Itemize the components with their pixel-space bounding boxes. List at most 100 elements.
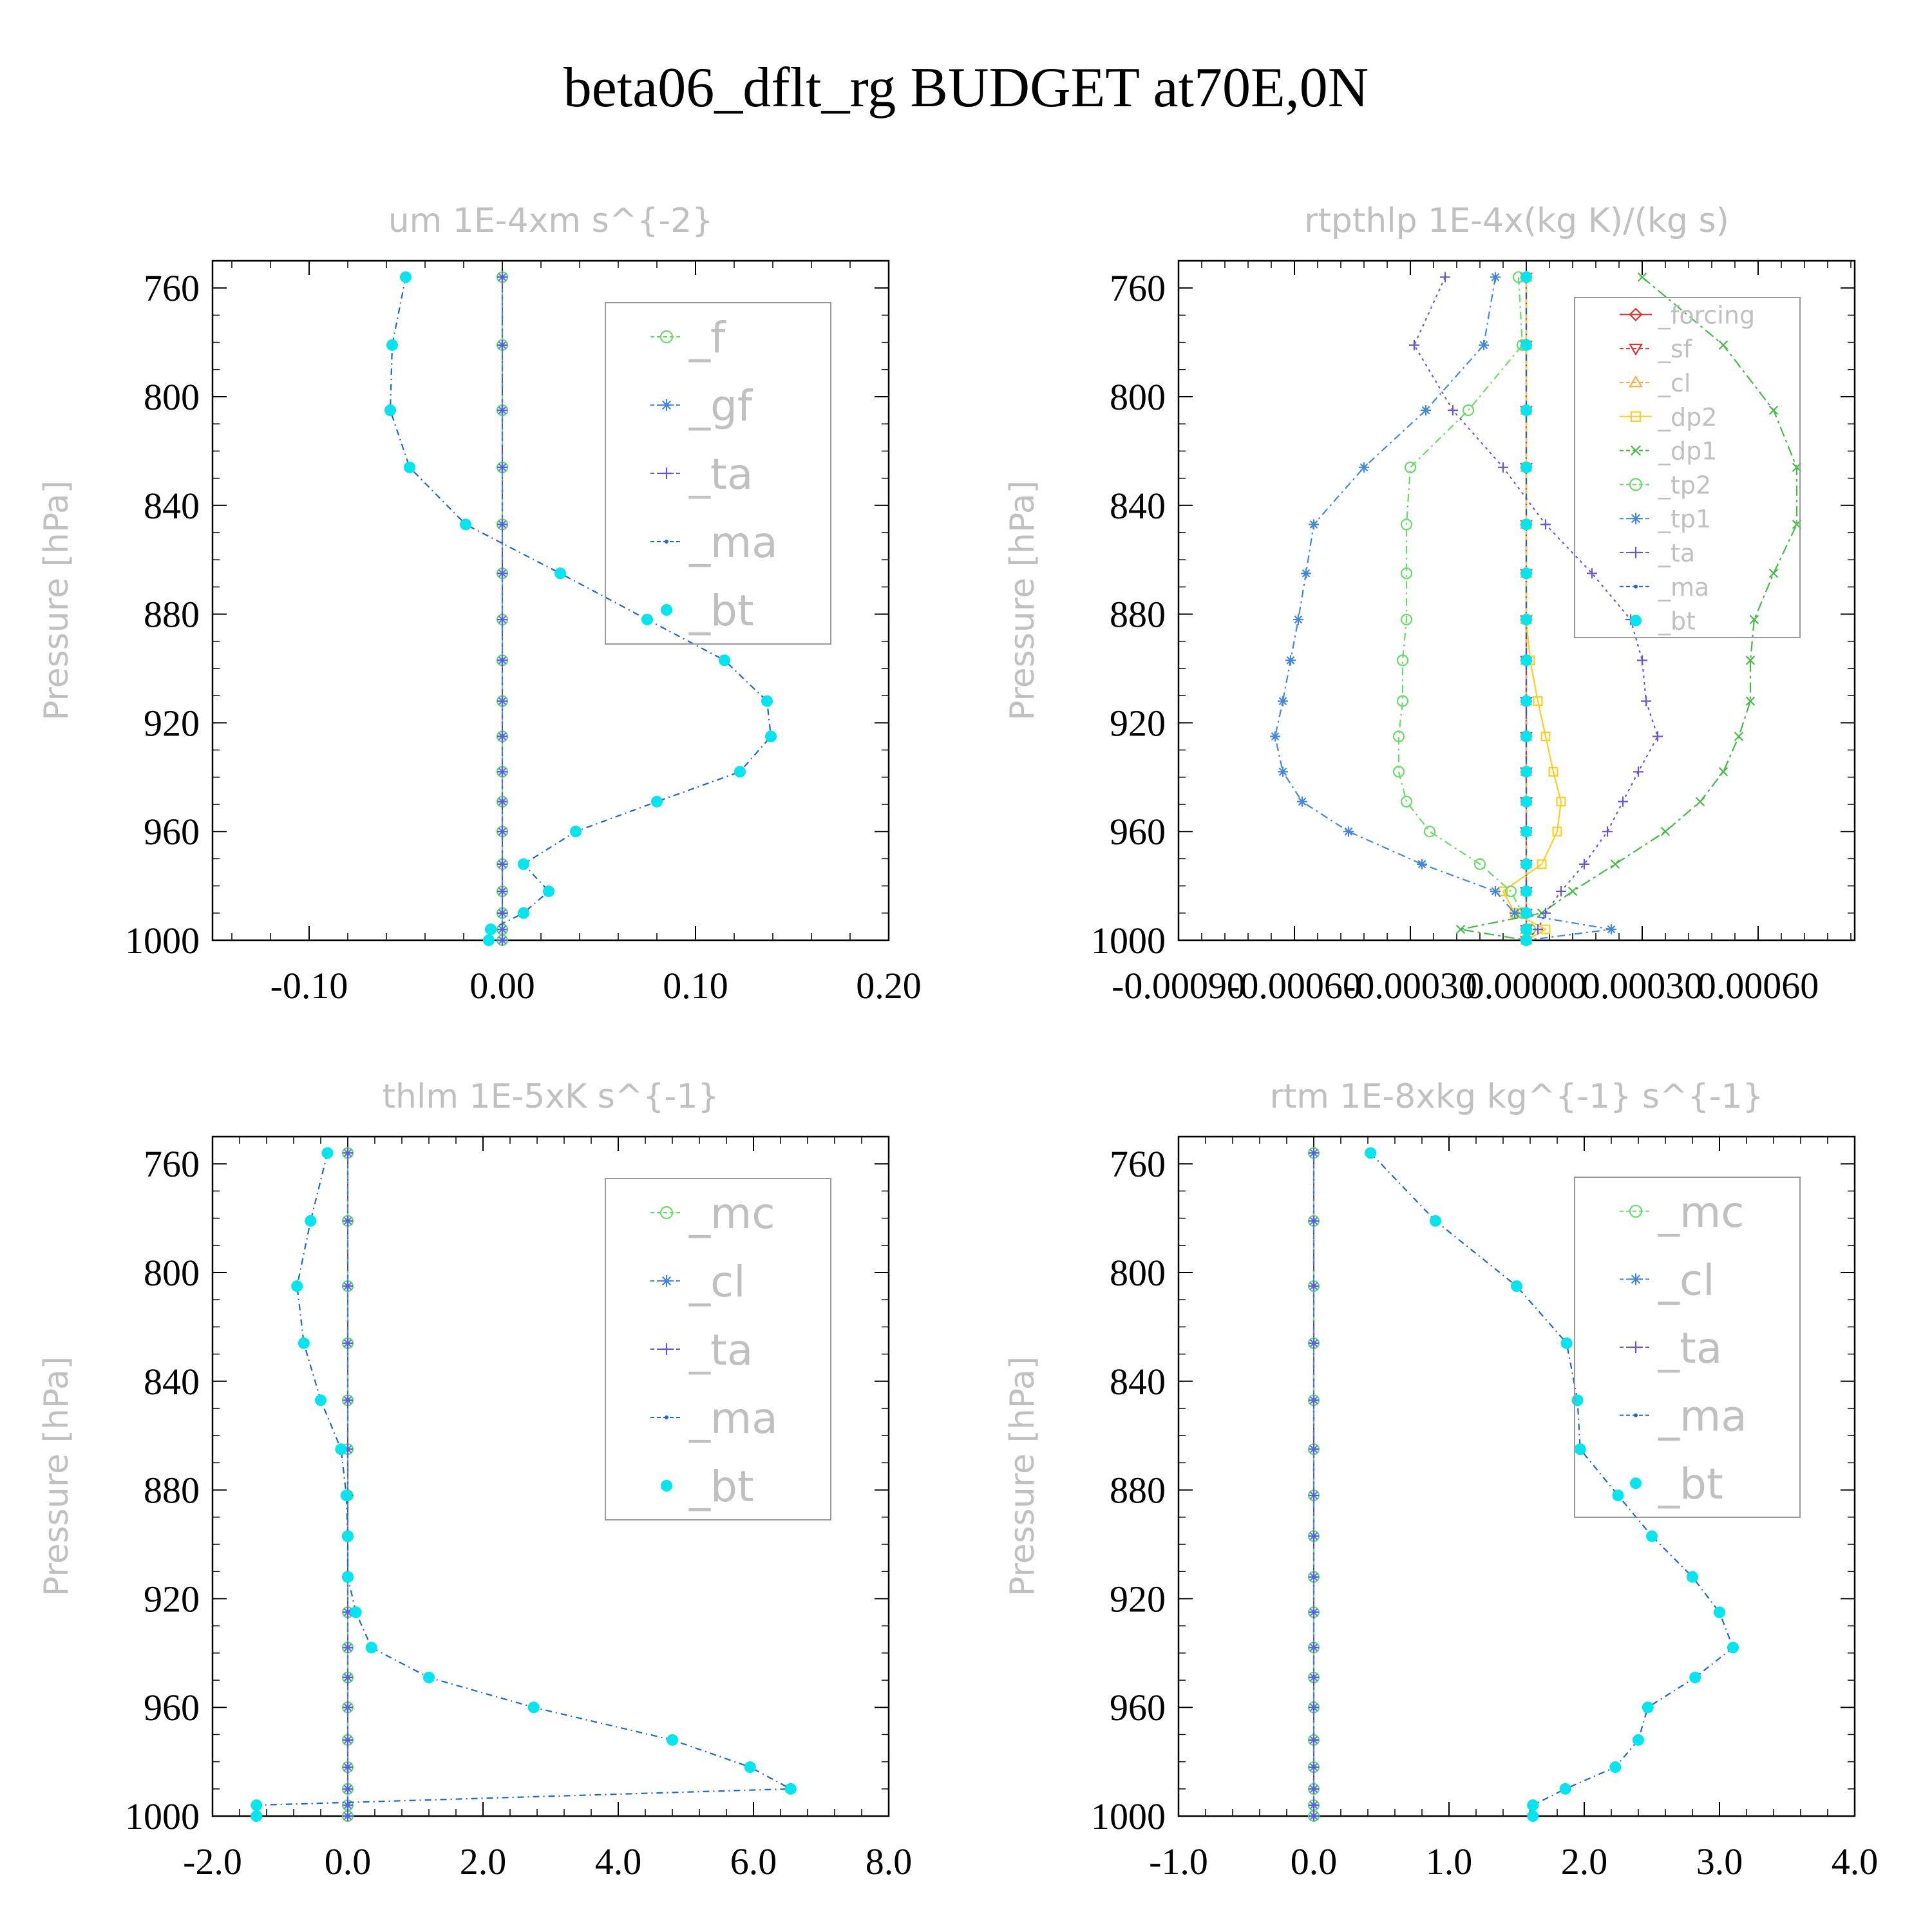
data-point-tp2-shape: [1462, 404, 1475, 417]
data-point-bt-shape: [1687, 1571, 1698, 1583]
legend-label: _mc: [688, 1189, 775, 1238]
data-point-dp1-shape: [1718, 767, 1728, 777]
data-point-ta-shape: [1309, 1490, 1319, 1501]
legend-item-gf: _gf: [650, 381, 753, 431]
data-point-tp2: [1392, 730, 1405, 743]
series-line-ma: [1370, 1152, 1734, 1816]
data-point-dp2-shape: [1548, 766, 1558, 777]
data-point-dp1-shape: [1734, 732, 1744, 741]
x-tick-label: 3.0: [1696, 1841, 1743, 1882]
data-point-dp1: [1734, 732, 1744, 741]
series-tp1: [1270, 272, 1616, 945]
legend-label: _bt: [1658, 607, 1696, 636]
data-point-ta-shape: [1641, 696, 1651, 706]
data-point-bt: [1520, 614, 1532, 626]
data-point-tp1-shape: [1479, 339, 1489, 350]
data-point-ta: [497, 655, 507, 666]
data-point-ta-shape: [343, 1642, 353, 1653]
data-point-bt-shape: [744, 1761, 756, 1774]
data-point-bt-shape: [719, 654, 730, 667]
data-point-ta: [1498, 462, 1508, 473]
data-point-ta: [343, 1783, 353, 1794]
y-axis-label: Pressure [hPa]: [37, 480, 76, 721]
data-point-ta-shape: [343, 1395, 353, 1406]
series-ta: [1309, 1148, 1319, 1821]
data-point-bt: [1527, 1799, 1539, 1812]
legend-marker-shape: [661, 604, 672, 616]
data-point-bt: [298, 1337, 310, 1349]
legend-marker: [661, 604, 672, 616]
x-tick-label: 8.0: [866, 1841, 913, 1882]
data-point-ta: [497, 405, 507, 416]
legend-item-dp2: _dp2: [1620, 403, 1717, 431]
data-point-ta: [497, 568, 507, 579]
legend: _mc _cl _ta _ma _bt: [1574, 1177, 1801, 1518]
series-line-tp2: [1397, 277, 1531, 941]
data-point-bt: [1633, 1734, 1644, 1746]
data-point-dp1: [1718, 767, 1728, 777]
plot-frame: [211, 260, 890, 942]
legend-item-cl: _cl: [1620, 1255, 1715, 1305]
data-point-bt: [1527, 1810, 1539, 1822]
data-point-bt: [1520, 518, 1532, 531]
x-tick-label: 0.10: [663, 965, 728, 1007]
data-point-bt: [384, 404, 396, 417]
legend-label: _cl: [688, 1257, 746, 1307]
panel-title: rtpthlp 1E-4x(kg K)/(kg s): [1304, 202, 1729, 240]
data-point-dp1-shape: [1695, 797, 1705, 806]
data-point-bt-shape: [1520, 339, 1532, 351]
legend-marker: [661, 1275, 672, 1287]
plot-frame: [1177, 1135, 1856, 1817]
data-point-bt: [335, 1443, 347, 1455]
data-point-ta: [343, 1734, 353, 1745]
data-point-tp2: [1404, 461, 1417, 473]
legend-label: _ta: [1658, 539, 1695, 567]
data-point-bt-shape: [1689, 1671, 1701, 1683]
y-tick-label: 1000: [1091, 920, 1166, 961]
data-point-tp1-shape: [1343, 826, 1354, 837]
data-point-tp2-shape: [1404, 461, 1417, 473]
x-tick-label: -0.10: [270, 965, 348, 1007]
data-point-dp1: [1660, 827, 1671, 837]
data-point-tp1-shape: [1510, 907, 1520, 918]
legend-marker-shape: [661, 468, 672, 479]
legend-item-tp2: _tp2: [1620, 471, 1711, 499]
data-point-tp2: [1400, 795, 1413, 808]
y-tick-label: 880: [1110, 1470, 1166, 1511]
legend-item-bt: _bt: [661, 586, 754, 636]
x-tick-label: 0.0: [1291, 1841, 1338, 1882]
x-tick-label: 0.20: [856, 965, 922, 1007]
data-point-ta-shape: [343, 1338, 353, 1349]
legend-item-mc: _mc: [650, 1189, 775, 1238]
series-line-tp1: [1274, 277, 1612, 942]
data-point-bt-shape: [305, 1215, 317, 1227]
data-point-dp2-shape: [1540, 731, 1551, 741]
legend-item-ta: _ta: [1620, 1323, 1722, 1373]
legend-label: _bt: [688, 1462, 754, 1511]
legend-item-sf: _sf: [1620, 335, 1693, 363]
data-point-bt-shape: [761, 695, 773, 707]
data-point-tp2: [1473, 858, 1486, 870]
data-point-dp1: [1768, 405, 1779, 415]
data-point-bt: [483, 934, 495, 946]
data-point-bt: [1687, 1571, 1698, 1583]
data-point-bt: [305, 1215, 317, 1227]
data-point-bt-shape: [1520, 766, 1532, 778]
data-point-dp1-shape: [1637, 272, 1647, 282]
data-point-ta-shape: [343, 1783, 353, 1794]
data-point-bt: [641, 614, 653, 626]
y-tick-label: 880: [1110, 594, 1166, 636]
data-point-bt-shape: [1520, 826, 1532, 838]
data-point-ta-shape: [343, 1762, 353, 1773]
data-point-ta-shape: [1309, 1672, 1319, 1683]
data-point-dp2: [1552, 826, 1562, 837]
data-point-bt-shape: [518, 907, 529, 919]
data-point-tp2-shape: [1423, 826, 1436, 838]
legend-marker-shape: [661, 1480, 672, 1492]
data-point-bt: [1520, 826, 1532, 838]
data-point-bt: [1520, 907, 1532, 919]
data-point-ta-shape: [1309, 1783, 1319, 1794]
data-point-tp1: [1421, 405, 1431, 416]
data-point-dp1: [1749, 614, 1759, 625]
